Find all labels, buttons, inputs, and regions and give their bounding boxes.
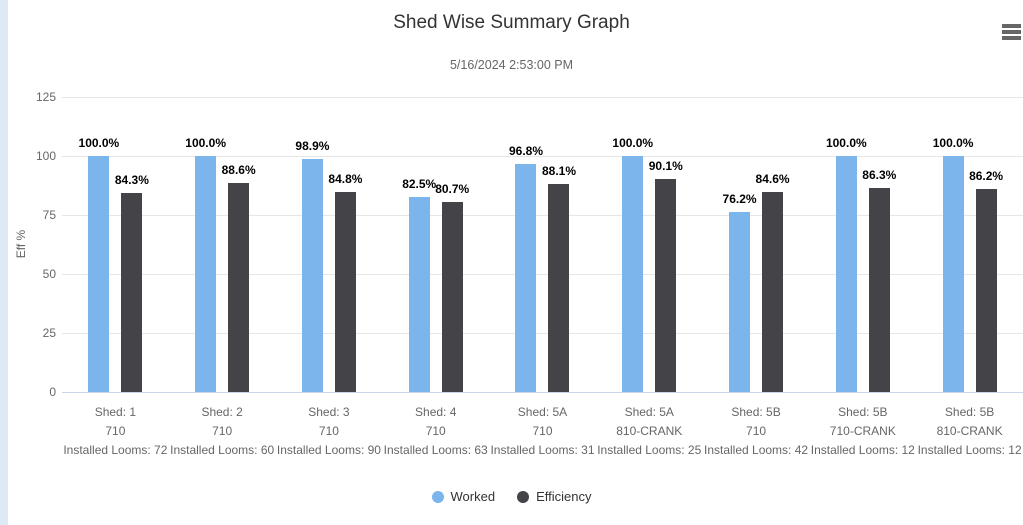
bar-value-label: 84.3% [114,173,149,188]
y-axis-tick-label: 50 [42,267,56,281]
gridline [62,332,1023,334]
bar-value-label: 84.6% [755,172,790,187]
y-axis-tick-label: 100 [35,149,56,163]
bar-efficiency[interactable]: 84.8% [328,172,362,392]
y-axis-tick-label: 75 [42,208,56,222]
hamburger-bar [1002,35,1021,40]
bar-worked[interactable]: 100.0% [933,136,973,392]
bar-value-label: 100.0% [78,136,120,150]
hamburger-menu-icon[interactable] [1002,24,1021,42]
bar-value-label: 88.6% [221,162,256,177]
bar-group: 100.0% 90.1% [596,97,703,392]
bar-worked[interactable]: 100.0% [79,136,119,392]
gridline [62,155,1023,157]
x-axis-category-label: Shed: 4 710 Installed Looms: 63 [383,405,488,457]
bar-value-label: 82.5% [402,177,437,192]
bar-value-label: 100.0% [612,136,654,150]
bar-worked[interactable]: 100.0% [826,136,867,392]
legend-marker-icon [517,490,530,503]
x-axis-category-label: Shed: 5B 810-CRANK Installed Looms: 12 [917,405,1022,457]
bar-worked[interactable]: 76.2% [723,192,757,392]
bar-group: 82.5% 80.7% [382,97,489,392]
y-axis-title: Eff % [14,229,28,259]
y-axis-tick-label: 25 [42,326,56,340]
x-axis-category-label: Shed: 2 710 Installed Looms: 60 [170,405,275,457]
bar-efficiency[interactable]: 86.3% [862,168,896,392]
legend-label: Efficiency [536,489,592,504]
legend-item-efficiency[interactable]: Efficiency [517,489,591,504]
x-axis-category-label: Shed: 5A 710 Installed Looms: 31 [490,405,595,457]
bar-efficiency[interactable]: 84.3% [115,173,149,392]
bar-value-label: 90.1% [648,159,683,174]
bar-value-label: 84.8% [328,171,363,186]
bar-value-label: 98.9% [295,138,330,153]
page-background-strip [0,0,8,525]
legend-item-worked[interactable]: Worked [431,489,496,504]
gridline [62,273,1023,275]
bar-value-label: 76.2% [722,192,757,207]
bar-efficiency[interactable]: 84.6% [756,172,790,392]
hamburger-bar [1002,24,1021,28]
y-axis-tick-label: 125 [35,90,56,104]
bar-efficiency[interactable]: 88.6% [222,163,256,392]
bar-group: 76.2% 84.6% [703,97,810,392]
bar-worked[interactable]: 82.5% [402,177,436,392]
x-axis-category-label: Shed: 3 710 Installed Looms: 90 [276,405,381,457]
bar-group: 100.0% 84.3% [62,97,169,392]
gridline [62,96,1023,98]
bar-group: 98.9% 84.8% [276,97,383,392]
bar-efficiency[interactable]: 88.1% [542,164,576,392]
bar-group: 96.8% 88.1% [489,97,596,392]
bar-value-label: 86.2% [969,168,1004,183]
bar-worked[interactable]: 96.8% [509,144,543,392]
bar-value-label: 100.0% [185,136,226,150]
x-axis-category-label: Shed: 5B 710-CRANK Installed Looms: 12 [810,405,915,457]
y-axis-tick-label: 0 [49,385,56,399]
bar-value-label: 80.7% [435,181,470,196]
bar-group: 100.0% 86.2% [916,97,1023,392]
bar-group: 100.0% 86.3% [809,97,916,392]
gridline [62,214,1023,216]
bar-efficiency[interactable]: 86.2% [969,169,1003,392]
chart-subtitle: 5/16/2024 2:53:00 PM [449,58,573,72]
x-axis-category-label: Shed: 1 710 Installed Looms: 72 [63,405,168,457]
bar-worked[interactable]: 98.9% [295,139,329,392]
x-axis-category-label: Shed: 5B 710 Installed Looms: 42 [704,405,809,457]
chart-title: Shed Wise Summary Graph [393,12,630,33]
bar-value-label: 96.8% [508,143,543,158]
bar-worked[interactable]: 100.0% [185,136,226,392]
bar-efficiency[interactable]: 90.1% [649,159,683,392]
chart-legend: Worked Efficiency [0,489,1023,504]
bar-worked[interactable]: 100.0% [612,136,653,392]
bar-value-label: 100.0% [932,136,974,150]
legend-label: Worked [450,489,496,504]
bar-efficiency[interactable]: 80.7% [435,182,469,392]
bar-value-label: 100.0% [825,136,867,150]
legend-marker-icon [431,490,444,503]
x-axis-line [62,391,1023,393]
bar-value-label: 88.1% [541,164,576,179]
hamburger-bar [1002,29,1021,34]
bar-group: 100.0% 88.6% [169,97,276,392]
bar-value-label: 86.3% [862,168,897,183]
x-axis-category-label: Shed: 5A 810-CRANK Installed Looms: 25 [597,405,702,457]
